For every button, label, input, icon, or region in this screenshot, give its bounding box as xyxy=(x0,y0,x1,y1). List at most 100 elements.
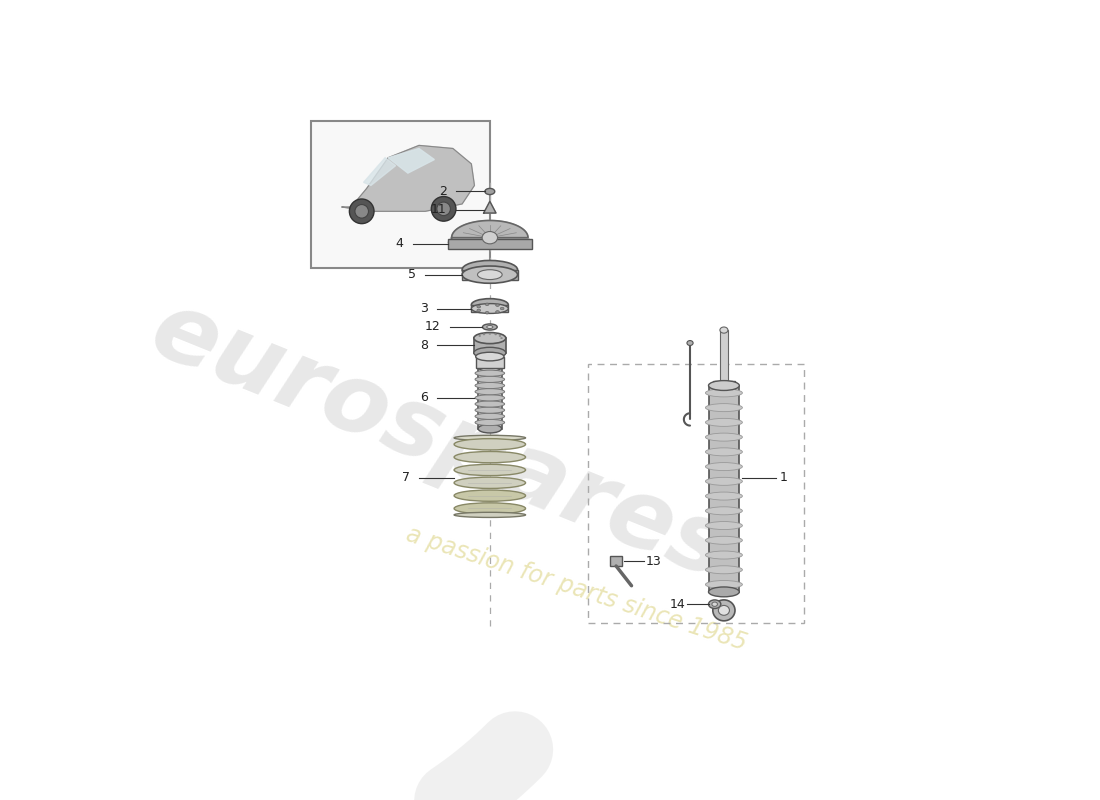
Ellipse shape xyxy=(705,581,742,589)
Ellipse shape xyxy=(705,492,742,500)
Ellipse shape xyxy=(471,298,508,311)
Ellipse shape xyxy=(475,376,505,382)
Ellipse shape xyxy=(454,464,526,476)
Ellipse shape xyxy=(454,490,526,502)
Text: 4: 4 xyxy=(396,238,404,250)
Ellipse shape xyxy=(454,435,526,441)
Ellipse shape xyxy=(475,352,504,361)
Ellipse shape xyxy=(496,304,499,306)
Ellipse shape xyxy=(454,477,526,489)
Ellipse shape xyxy=(705,551,742,559)
Ellipse shape xyxy=(713,600,735,621)
Ellipse shape xyxy=(718,606,729,615)
Bar xyxy=(474,338,506,353)
Ellipse shape xyxy=(719,327,728,333)
Ellipse shape xyxy=(478,362,502,371)
Text: 7: 7 xyxy=(402,471,409,485)
Ellipse shape xyxy=(705,507,742,515)
Ellipse shape xyxy=(454,503,526,514)
Bar xyxy=(478,367,502,429)
Ellipse shape xyxy=(475,414,505,419)
Ellipse shape xyxy=(708,381,739,390)
Ellipse shape xyxy=(478,424,502,433)
Text: 13: 13 xyxy=(646,554,661,567)
Text: 11: 11 xyxy=(431,203,447,217)
Text: 1: 1 xyxy=(779,471,788,485)
Ellipse shape xyxy=(500,307,504,310)
Ellipse shape xyxy=(454,438,526,450)
Text: 3: 3 xyxy=(420,302,428,315)
Ellipse shape xyxy=(462,266,517,283)
Ellipse shape xyxy=(454,451,526,462)
Polygon shape xyxy=(363,158,396,186)
Ellipse shape xyxy=(477,309,481,312)
Ellipse shape xyxy=(482,231,497,244)
Bar xyxy=(475,357,504,368)
Bar xyxy=(708,386,739,592)
Ellipse shape xyxy=(483,334,485,335)
Ellipse shape xyxy=(496,310,499,313)
Ellipse shape xyxy=(475,407,505,414)
Bar xyxy=(719,330,728,386)
Ellipse shape xyxy=(485,311,488,314)
Ellipse shape xyxy=(475,382,505,389)
Text: 8: 8 xyxy=(420,339,428,352)
Ellipse shape xyxy=(712,602,717,606)
Polygon shape xyxy=(484,202,496,213)
Ellipse shape xyxy=(486,326,493,329)
Ellipse shape xyxy=(350,199,374,224)
Bar xyxy=(713,381,735,390)
Ellipse shape xyxy=(686,341,693,346)
Ellipse shape xyxy=(498,335,502,337)
Ellipse shape xyxy=(708,600,720,609)
Ellipse shape xyxy=(454,512,526,518)
Ellipse shape xyxy=(705,478,742,486)
Ellipse shape xyxy=(705,462,742,470)
Ellipse shape xyxy=(462,261,517,279)
Ellipse shape xyxy=(477,306,481,308)
Ellipse shape xyxy=(475,370,505,376)
Bar xyxy=(462,270,518,279)
Ellipse shape xyxy=(474,347,506,358)
Ellipse shape xyxy=(431,197,455,221)
Ellipse shape xyxy=(705,566,742,574)
Ellipse shape xyxy=(705,404,742,412)
Text: a passion for parts since 1985: a passion for parts since 1985 xyxy=(403,522,749,655)
Ellipse shape xyxy=(474,333,506,344)
Ellipse shape xyxy=(705,448,742,456)
Ellipse shape xyxy=(705,418,742,426)
Bar xyxy=(471,305,508,312)
Ellipse shape xyxy=(471,303,508,314)
Ellipse shape xyxy=(477,270,503,279)
Ellipse shape xyxy=(475,389,505,394)
Bar xyxy=(448,239,531,249)
Ellipse shape xyxy=(705,522,742,530)
Text: 12: 12 xyxy=(425,321,440,334)
Ellipse shape xyxy=(485,188,495,194)
Polygon shape xyxy=(448,221,531,242)
Polygon shape xyxy=(342,146,474,211)
Ellipse shape xyxy=(483,324,497,330)
Ellipse shape xyxy=(475,401,505,407)
Ellipse shape xyxy=(500,337,503,339)
Text: 14: 14 xyxy=(670,598,685,610)
Ellipse shape xyxy=(478,335,481,337)
Polygon shape xyxy=(388,149,434,173)
Ellipse shape xyxy=(475,394,505,401)
Ellipse shape xyxy=(705,433,742,441)
Ellipse shape xyxy=(705,536,742,544)
Ellipse shape xyxy=(437,202,450,216)
Text: 6: 6 xyxy=(420,391,428,404)
Text: 5: 5 xyxy=(408,268,416,281)
Bar xyxy=(609,556,623,566)
Bar xyxy=(311,121,490,269)
Ellipse shape xyxy=(355,205,368,218)
Text: eurospares: eurospares xyxy=(138,282,744,599)
Ellipse shape xyxy=(475,419,505,426)
Ellipse shape xyxy=(485,303,488,306)
Bar xyxy=(588,364,804,622)
Ellipse shape xyxy=(488,333,491,334)
Ellipse shape xyxy=(705,389,742,397)
Text: 2: 2 xyxy=(439,185,447,198)
Ellipse shape xyxy=(708,587,739,597)
